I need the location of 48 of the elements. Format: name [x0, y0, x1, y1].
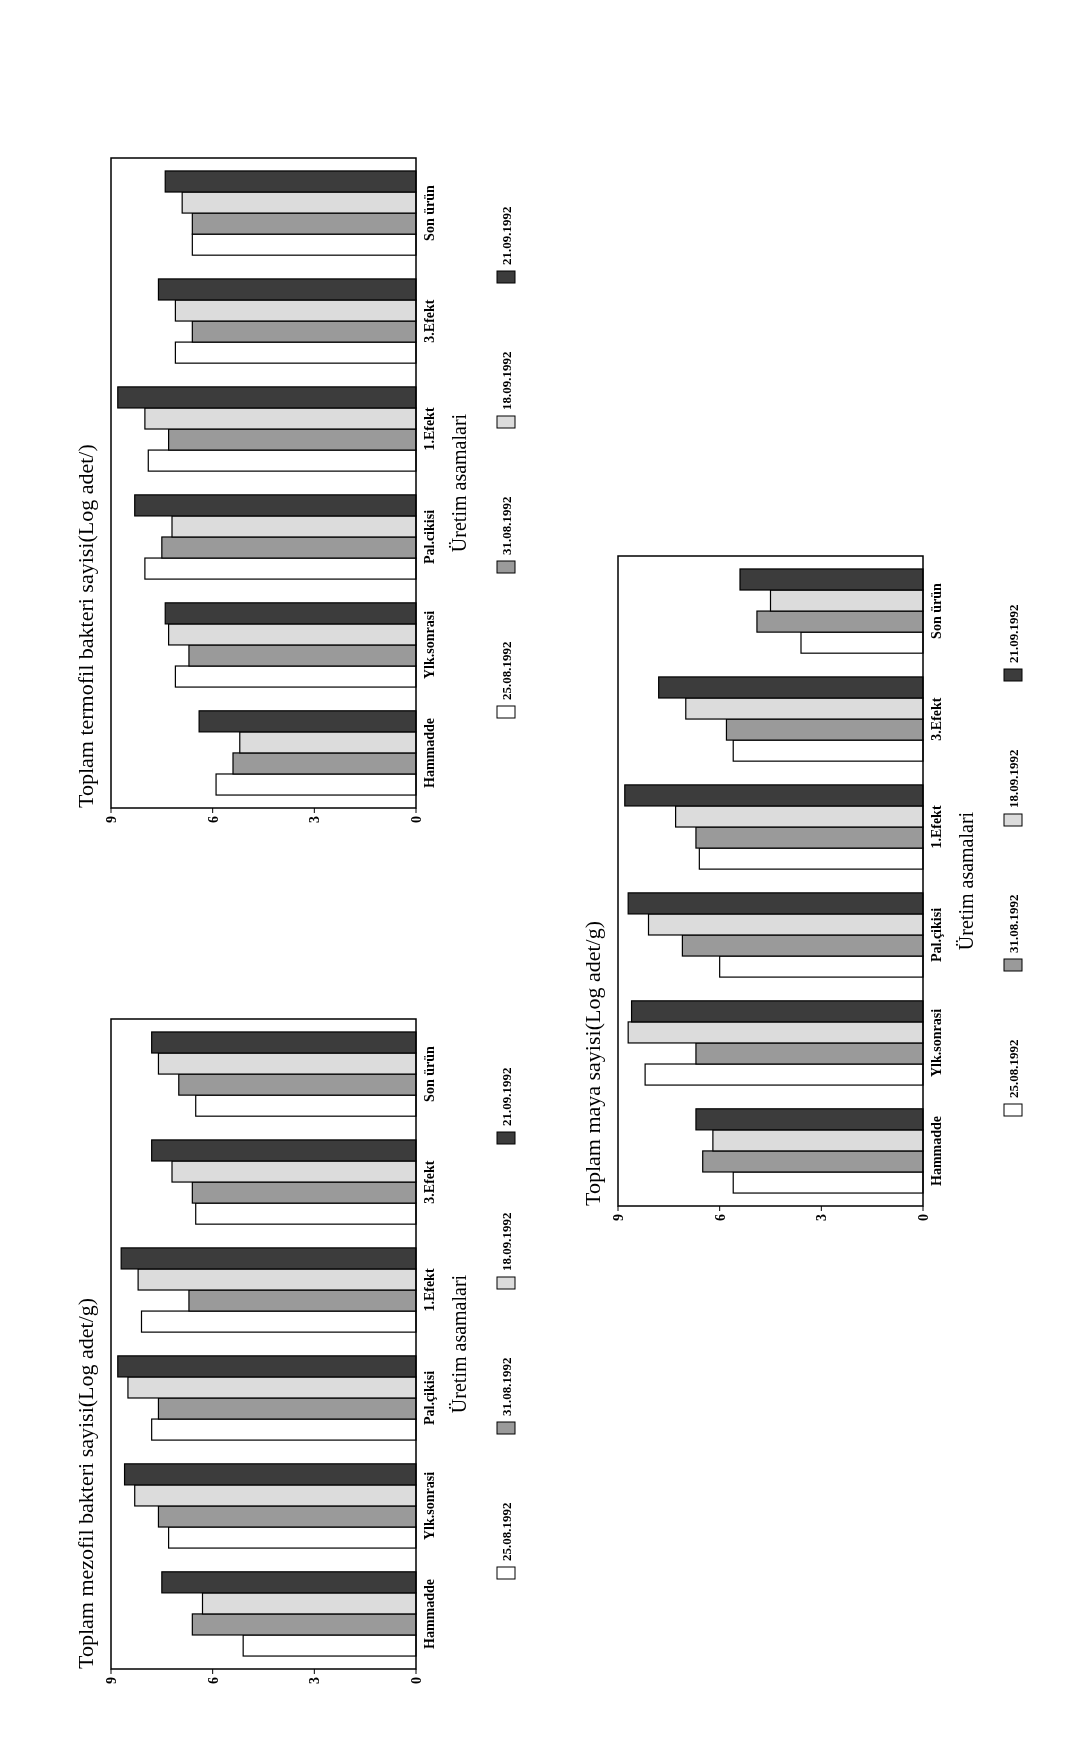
- y-tick-label: Son ürün: [422, 185, 437, 241]
- x-tick-label: 9: [103, 1677, 119, 1684]
- text: 25.08.1992: [1006, 1039, 1021, 1098]
- y-tick-label: 3.Efekt: [422, 299, 437, 343]
- text: Toplam mezofil bakteri sayisi(Log adet/g): [73, 1297, 98, 1669]
- x-tick-label: 6: [205, 1677, 221, 1684]
- x-tick-label: 6: [205, 816, 221, 823]
- x-tick-label: 9: [610, 1214, 626, 1221]
- x-tick-label: 3: [307, 816, 323, 823]
- text: 25.08.1992: [499, 641, 514, 700]
- x-tick-label: 0: [408, 1677, 424, 1684]
- x-tick-label: 0: [915, 1214, 931, 1221]
- text: Toplam termofil bakteri sayisi(Log adet/): [73, 444, 98, 808]
- text: 25.08.1992: [499, 1502, 514, 1561]
- text: 21.09.1992: [499, 206, 514, 265]
- x-tick-label: 0: [408, 816, 424, 823]
- y-tick-label: Son ürün: [422, 1046, 437, 1102]
- text: 31.08.1992: [1006, 894, 1021, 953]
- y-tick-label: 1.Efekt: [422, 407, 437, 451]
- text: 18.09.1992: [499, 351, 514, 410]
- x-tick-label: 3: [307, 1677, 323, 1684]
- text: 18.09.1992: [499, 1212, 514, 1271]
- y-tick-label: Hammadde: [422, 1578, 437, 1649]
- text: Toplam maya sayisi(Log adet/g): [580, 921, 605, 1206]
- y-tick-label: Pal.çikisi: [422, 1370, 437, 1426]
- y-tick-label: Ylk.sonrasi: [929, 1008, 944, 1077]
- y-axis-title: Üretim asamalari: [448, 413, 470, 553]
- text: 18.09.1992: [1006, 749, 1021, 808]
- y-tick-label: Ylk.sonrasi: [422, 1471, 437, 1540]
- y-axis-title: Üretim asamalari: [448, 1274, 470, 1414]
- y-tick-label: Son ürün: [929, 583, 944, 639]
- y-tick-label: Ylk.sonrasi: [422, 610, 437, 679]
- y-tick-label: 3.Efekt: [422, 1160, 437, 1204]
- y-tick-label: Pal.cikisi: [422, 509, 437, 565]
- x-tick-label: 9: [103, 816, 119, 823]
- text: 21.09.1992: [1006, 604, 1021, 663]
- y-tick-label: 3.Efekt: [929, 697, 944, 741]
- y-tick-label: Hammadde: [929, 1115, 944, 1186]
- y-tick-label: Hammadde: [422, 717, 437, 788]
- text: 31.08.1992: [499, 496, 514, 555]
- x-tick-label: 3: [814, 1214, 830, 1221]
- text: 21.09.1992: [499, 1067, 514, 1126]
- text: 31.08.1992: [499, 1357, 514, 1416]
- y-axis-title: Üretim asamalari: [955, 811, 977, 951]
- y-tick-label: Pal.çikisi: [929, 907, 944, 963]
- y-tick-label: 1.Efekt: [422, 1268, 437, 1312]
- y-tick-label: 1.Efekt: [929, 805, 944, 849]
- x-tick-label: 6: [712, 1214, 728, 1221]
